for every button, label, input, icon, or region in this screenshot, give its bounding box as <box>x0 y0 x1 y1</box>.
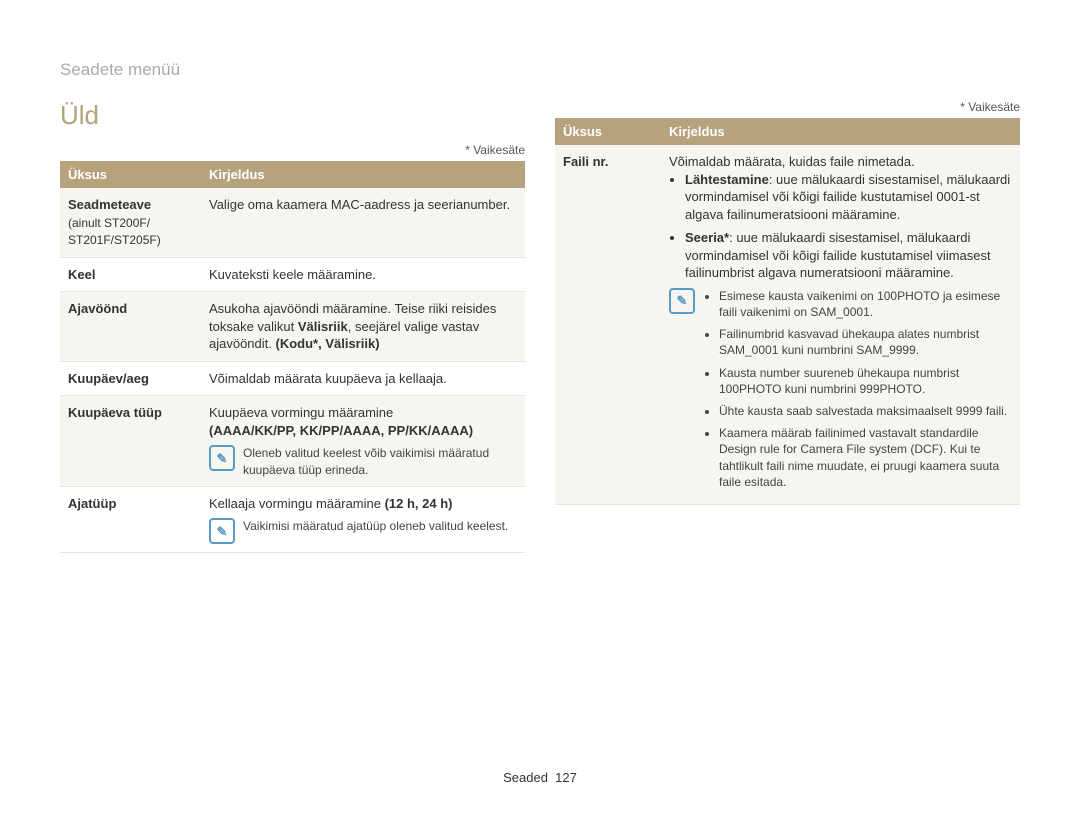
footnote-left: * Vaikesäte <box>60 143 525 157</box>
table-row: Seadmeteave (ainult ST200F/ ST201F/ST205… <box>60 188 525 257</box>
row-item: Kuupäeva tüüp <box>60 396 201 486</box>
row-item: Faili nr. <box>555 145 661 504</box>
footnote-right: * Vaikesäte <box>555 100 1020 114</box>
note-text: Esimese kausta vaikenimi on 100PHOTO ja … <box>703 288 1012 496</box>
row-desc: Võimaldab määrata kuupäeva ja kellaaja. <box>201 361 525 396</box>
row-item: Ajatüüp <box>60 486 201 553</box>
row-desc: Kellaaja vormingu määramine (12 h, 24 h)… <box>201 486 525 553</box>
row-item: Kuupäev/aeg <box>60 361 201 396</box>
table-row: Ajavöönd Asukoha ajavööndi määramine. Te… <box>60 292 525 362</box>
note-icon: ✎ <box>209 518 235 544</box>
col-header-item: Üksus <box>555 118 661 145</box>
table-row: Ajatüüp Kellaaja vormingu määramine (12 … <box>60 486 525 553</box>
table-row: Kuupäev/aeg Võimaldab määrata kuupäeva j… <box>60 361 525 396</box>
col-header-desc: Kirjeldus <box>661 118 1020 145</box>
row-item: Ajavöönd <box>60 292 201 362</box>
note-icon: ✎ <box>209 445 235 471</box>
table-row: Keel Kuvateksti keele määramine. <box>60 257 525 292</box>
note-text: Oleneb valitud keelest võib vaikimisi mä… <box>243 445 517 477</box>
table-row: Faili nr. Võimaldab määrata, kuidas fail… <box>555 145 1020 504</box>
row-desc: Kuvateksti keele määramine. <box>201 257 525 292</box>
row-item-sub: (ainult ST200F/ ST201F/ST205F) <box>68 216 161 248</box>
right-table: Üksus Kirjeldus Faili nr. Võimaldab määr… <box>555 118 1020 505</box>
row-desc: Võimaldab määrata, kuidas faile nimetada… <box>661 145 1020 504</box>
table-row: Kuupäeva tüüp Kuupäeva vormingu määramin… <box>60 396 525 486</box>
col-header-desc: Kirjeldus <box>201 161 525 188</box>
row-item: Keel <box>60 257 201 292</box>
note-text: Vaikimisi määratud ajatüüp oleneb valitu… <box>243 518 508 534</box>
row-desc: Asukoha ajavööndi määramine. Teise riiki… <box>201 292 525 362</box>
note-icon: ✎ <box>669 288 695 314</box>
row-desc: Kuupäeva vormingu määramine (AAAA/KK/PP,… <box>201 396 525 486</box>
right-column: * Vaikesäte Üksus Kirjeldus Faili nr. Võ… <box>555 100 1020 760</box>
left-table: Üksus Kirjeldus Seadmeteave (ainult ST20… <box>60 161 525 553</box>
section-title: Üld <box>60 100 525 131</box>
row-desc: Valige oma kaamera MAC-aadress ja seeria… <box>201 188 525 257</box>
page-footer: Seaded 127 <box>0 770 1080 785</box>
col-header-item: Üksus <box>60 161 201 188</box>
left-column: Üld * Vaikesäte Üksus Kirjeldus Seadmete… <box>60 100 525 760</box>
breadcrumb: Seadete menüü <box>60 60 1020 80</box>
row-item: Seadmeteave <box>68 197 151 212</box>
